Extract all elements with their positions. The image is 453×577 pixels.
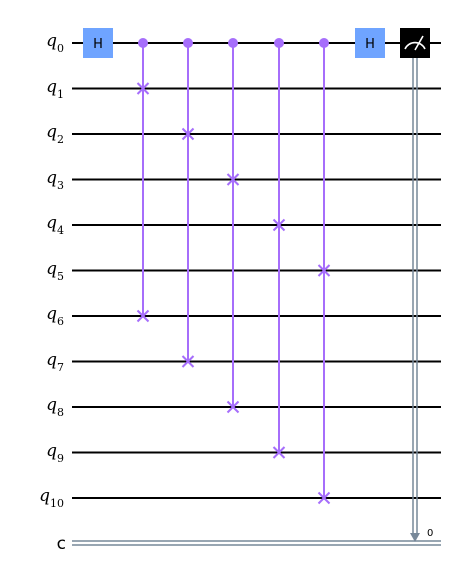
- qubit-label-index: 2: [57, 133, 64, 147]
- control-dot: [183, 38, 193, 48]
- qubit-label-index: 3: [57, 178, 64, 192]
- swap-cross: [226, 173, 240, 186]
- qubit-label-index: 5: [57, 269, 64, 283]
- h-gate-label: H: [365, 37, 375, 52]
- qubit-label-index: 4: [57, 224, 64, 238]
- qubit-label-base: q: [46, 76, 57, 97]
- qubit-label-index: 7: [57, 360, 64, 374]
- swap-cross: [181, 127, 195, 141]
- qubit-label-base: q: [46, 395, 57, 415]
- qubit-label-index: 6: [57, 315, 64, 329]
- qubit-label-base: q: [46, 167, 57, 188]
- classical-register-label: c: [56, 534, 66, 554]
- qubit-label-base: q: [46, 213, 57, 233]
- qubit-label-10: q10: [12, 486, 64, 512]
- swap-cross: [136, 309, 150, 323]
- control-dot: [319, 38, 329, 48]
- qubit-label-base: q: [46, 258, 57, 279]
- qubit-label-4: q4: [12, 213, 64, 239]
- qubit-label-7: q7: [12, 350, 64, 376]
- qubit-label-base: q: [46, 31, 57, 51]
- qubit-label-5: q5: [12, 259, 64, 285]
- qubit-label-base: q: [46, 122, 57, 142]
- qubit-label-0: q0: [12, 31, 64, 57]
- swap-cross: [272, 218, 286, 232]
- qubit-label-8: q8: [12, 395, 64, 421]
- measure-arrow-icon: [410, 533, 420, 542]
- qubit-label-1: q1: [12, 77, 64, 103]
- classical-bit-index: 0: [427, 528, 433, 539]
- swap-cross: [272, 446, 286, 459]
- qubit-label-base: q: [46, 304, 57, 324]
- control-dot: [274, 38, 284, 48]
- qubit-label-3: q3: [12, 168, 64, 194]
- h-gate-label: H: [93, 37, 103, 52]
- swap-cross: [136, 82, 150, 95]
- meter-needle-icon: [414, 35, 424, 51]
- swap-cross: [226, 400, 240, 414]
- qubit-label-index: 1: [57, 87, 64, 101]
- control-dot: [138, 38, 148, 48]
- qubit-label-9: q9: [12, 441, 64, 467]
- h-gate-box: [83, 28, 113, 58]
- qubit-label-index: 0: [57, 42, 64, 56]
- qubit-label-index: 10: [50, 497, 64, 511]
- qubit-label-base: q: [46, 440, 57, 461]
- swap-cross: [317, 264, 331, 277]
- control-dot: [228, 38, 238, 48]
- swap-cross: [181, 355, 195, 368]
- swap-cross: [317, 491, 331, 505]
- qubit-label-base: q: [46, 349, 57, 370]
- qubit-label-2: q2: [12, 122, 64, 148]
- qubit-label-index: 9: [57, 451, 64, 465]
- h-gate-box: [355, 28, 385, 58]
- qubit-label-6: q6: [12, 304, 64, 330]
- qubit-label-base: q: [39, 486, 50, 506]
- qubit-label-index: 8: [57, 406, 64, 420]
- meter-arc-icon: [404, 41, 426, 50]
